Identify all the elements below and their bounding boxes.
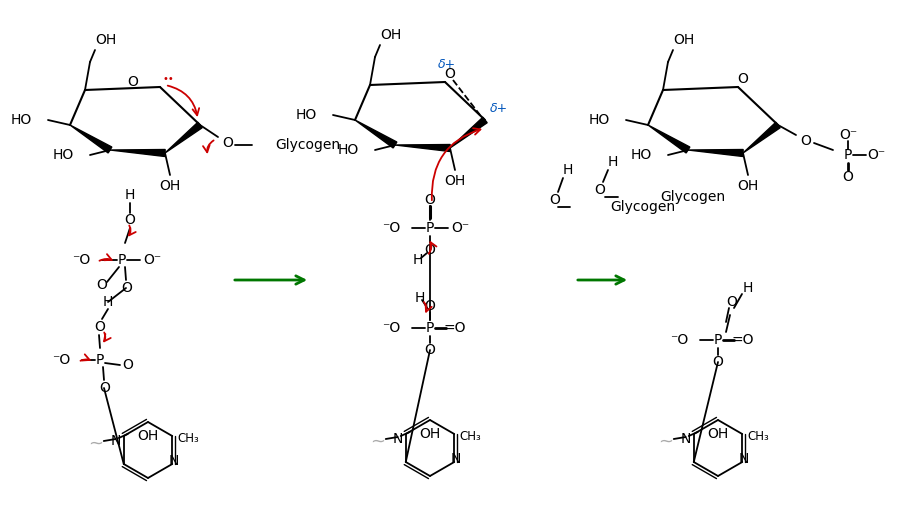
Text: HO: HO [630, 148, 652, 162]
Polygon shape [355, 120, 397, 148]
Text: H: H [103, 295, 113, 309]
Text: HO: HO [296, 108, 317, 122]
FancyArrowPatch shape [168, 86, 199, 115]
Text: ⁻O: ⁻O [670, 333, 688, 347]
Text: O: O [727, 295, 738, 309]
FancyArrowPatch shape [80, 355, 89, 361]
Text: O: O [425, 299, 436, 313]
Text: P: P [426, 221, 434, 235]
Text: HO: HO [589, 113, 610, 127]
Text: O: O [425, 193, 436, 207]
Text: O: O [425, 243, 436, 257]
Text: CH₃: CH₃ [748, 430, 769, 442]
FancyArrowPatch shape [99, 254, 112, 261]
FancyArrowPatch shape [104, 332, 111, 341]
Text: N: N [111, 434, 121, 448]
Text: N: N [392, 432, 403, 446]
Text: O: O [99, 381, 110, 395]
Text: OH: OH [445, 174, 465, 188]
Text: Glycogen: Glycogen [660, 190, 725, 204]
Polygon shape [165, 122, 202, 153]
FancyArrowPatch shape [424, 302, 432, 312]
Text: Glycogen: Glycogen [610, 200, 675, 214]
Text: O: O [127, 76, 138, 89]
Text: O: O [842, 170, 853, 184]
Text: N: N [681, 432, 691, 446]
Text: O: O [425, 343, 436, 357]
Text: N: N [169, 454, 179, 468]
Text: O: O [801, 134, 812, 148]
Text: δ+: δ+ [490, 102, 508, 115]
Text: O: O [738, 72, 749, 86]
Polygon shape [450, 117, 487, 148]
Polygon shape [70, 125, 112, 153]
Polygon shape [395, 145, 450, 151]
Text: O: O [594, 183, 605, 197]
FancyArrowPatch shape [432, 128, 481, 200]
Text: P: P [713, 333, 723, 347]
Polygon shape [110, 149, 165, 157]
Text: HO: HO [11, 113, 32, 127]
Text: OH: OH [95, 33, 116, 47]
Text: O: O [223, 136, 234, 150]
Text: δ+: δ+ [438, 57, 456, 70]
Text: ⁻O: ⁻O [382, 221, 400, 235]
Text: H: H [413, 253, 423, 267]
Text: P: P [118, 253, 126, 267]
Text: ••: •• [162, 74, 174, 84]
Text: H: H [124, 188, 135, 202]
FancyArrowPatch shape [129, 226, 135, 235]
Text: HO: HO [52, 148, 74, 162]
Text: OH: OH [160, 179, 180, 193]
Text: HO: HO [337, 143, 359, 157]
Text: O⁻: O⁻ [839, 128, 857, 142]
Text: ⁻O: ⁻O [382, 321, 400, 335]
Text: =O: =O [444, 321, 466, 335]
Text: O⁻: O⁻ [451, 221, 469, 235]
Text: O: O [445, 67, 456, 81]
Text: P: P [426, 321, 434, 335]
Text: N: N [451, 452, 462, 466]
FancyArrowPatch shape [428, 242, 437, 254]
Polygon shape [688, 149, 743, 157]
Text: P: P [96, 353, 105, 367]
Text: O: O [713, 355, 723, 369]
Text: CH₃: CH₃ [178, 431, 199, 444]
Text: O: O [95, 320, 106, 334]
Text: O: O [124, 213, 135, 227]
Text: H: H [563, 163, 573, 177]
Text: CH₃: CH₃ [459, 430, 481, 442]
Text: N: N [739, 452, 750, 466]
Text: ⁻O: ⁻O [72, 253, 90, 267]
Text: O: O [122, 281, 133, 295]
Text: ~: ~ [658, 433, 673, 451]
Polygon shape [648, 125, 690, 153]
Text: OH: OH [419, 427, 440, 441]
Text: OH: OH [707, 427, 729, 441]
Text: P: P [843, 148, 852, 162]
Text: OH: OH [137, 429, 159, 443]
Text: Glycogen: Glycogen [275, 138, 340, 152]
Text: O: O [123, 358, 133, 372]
Polygon shape [743, 122, 780, 153]
FancyArrowPatch shape [203, 140, 214, 152]
Text: OH: OH [673, 33, 695, 47]
Text: =O: =O [732, 333, 754, 347]
Text: ~: ~ [88, 435, 103, 453]
Text: ~: ~ [370, 433, 385, 451]
Text: H: H [743, 281, 753, 295]
Text: H: H [608, 155, 618, 169]
Text: O: O [97, 278, 107, 292]
Text: OH: OH [380, 28, 401, 42]
Text: OH: OH [737, 179, 759, 193]
Text: O⁻: O⁻ [867, 148, 885, 162]
Text: O: O [549, 193, 560, 207]
Text: H: H [415, 291, 425, 305]
Text: O⁻: O⁻ [143, 253, 161, 267]
Text: ⁻O: ⁻O [51, 353, 70, 367]
